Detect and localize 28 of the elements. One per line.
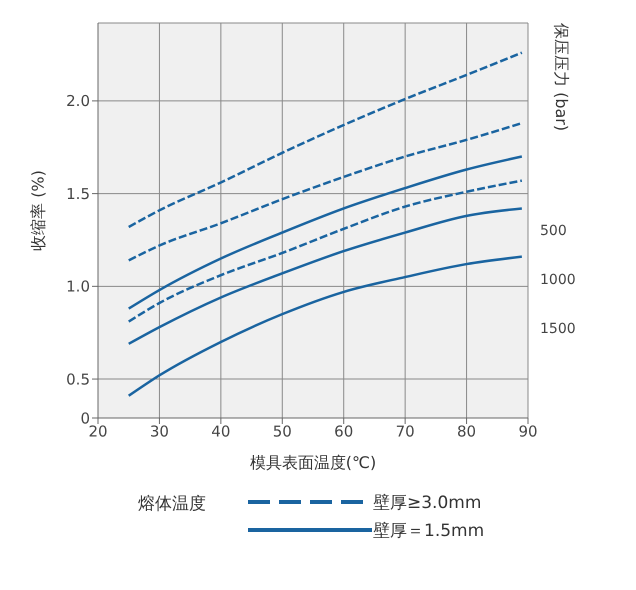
x-tick-label: 40 (211, 422, 230, 441)
legend-label: 壁厚＝1.5mm (373, 521, 484, 541)
y-tick-label: 1.0 (66, 278, 90, 296)
text: 1000 (540, 272, 576, 288)
y-tick-label: 0.5 (66, 370, 90, 388)
y-tick-label: 1.5 (66, 184, 90, 203)
x-axis-title: 模具表面温度(℃) (250, 453, 376, 472)
x-tick-label: 50 (272, 422, 292, 441)
line-series (127, 179, 524, 323)
text: 1500 (540, 321, 576, 337)
x-tick-label: 80 (457, 422, 476, 441)
x-tick-label: 30 (150, 422, 169, 441)
line-series (127, 207, 524, 346)
y-tick-label: 2.0 (66, 92, 90, 110)
x-tick-label: 20 (88, 422, 108, 441)
x-tick-label: 70 (396, 422, 415, 441)
y2-axis-title: 保压压力 (bar) (552, 23, 571, 132)
x-tick-label: 60 (334, 422, 354, 441)
line-series (127, 255, 524, 397)
x-tick-label: 90 (518, 422, 538, 441)
line-series (127, 155, 524, 310)
y-axis-title: 收缩率 (%) (28, 170, 48, 251)
line-series (127, 122, 524, 262)
legend-title: 熔体温度 (138, 493, 206, 515)
legend-label: 壁厚≥3.0mm (373, 493, 482, 513)
text: 500 (540, 223, 567, 239)
y-tick-label: 0 (80, 409, 90, 428)
line-series (127, 51, 524, 228)
